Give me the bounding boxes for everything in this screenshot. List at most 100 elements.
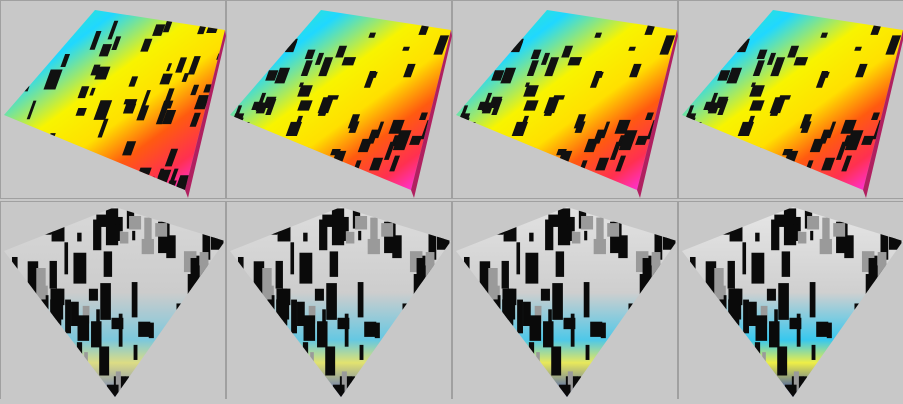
top-panel [227,1,453,205]
building [304,315,316,341]
building [290,242,294,274]
building [119,314,123,347]
building [594,239,606,254]
building [756,315,768,341]
building [132,231,135,240]
building [138,322,150,337]
building [584,231,587,240]
building [728,261,735,289]
building [73,253,86,284]
building [820,239,832,254]
top-panel [679,1,903,205]
building [779,95,791,99]
building [525,253,538,284]
building [543,321,553,347]
building [368,239,380,254]
building [553,95,565,99]
building [816,322,828,337]
building [327,95,339,99]
building [36,268,45,299]
bottom-panel [453,202,678,400]
building [345,314,349,347]
building [299,253,312,284]
building [556,251,564,276]
building [530,315,542,341]
bottom-panel [227,202,452,400]
bottom-panel [679,202,903,400]
building [276,261,283,289]
building [100,283,111,320]
building [751,253,764,284]
building [755,233,759,242]
building [810,231,813,240]
building [124,99,138,104]
building [572,232,580,244]
building [360,345,364,360]
building [584,282,590,317]
building [581,216,593,229]
building [358,282,364,317]
building [778,283,789,320]
building [541,289,550,301]
building [743,300,749,334]
building [155,223,167,237]
building [129,216,141,229]
building [517,300,523,334]
building [330,251,338,276]
building [571,314,575,347]
building [315,289,324,301]
building [529,233,533,242]
building [346,232,354,244]
building [548,215,560,227]
building [78,315,90,341]
building [567,224,572,241]
building [326,283,337,320]
building [322,215,334,227]
building [769,321,779,347]
building [341,224,346,241]
building [358,231,361,240]
building [262,268,271,299]
building [516,242,520,274]
building [99,346,109,375]
building [303,233,307,242]
building [77,233,81,242]
building [89,289,98,301]
building [742,242,746,274]
building [91,321,101,347]
building [96,215,108,227]
building [774,215,786,227]
building [364,322,376,337]
building [104,251,112,276]
building [115,224,120,241]
building [355,216,367,229]
building [552,283,563,320]
building [782,251,790,276]
building [551,346,561,375]
bottom-panel [1,202,226,400]
building [812,345,816,360]
building [325,346,335,375]
building [502,261,509,289]
building [488,268,497,299]
building [65,300,71,334]
building [120,232,128,244]
building [797,314,801,347]
building [586,345,590,360]
building [807,216,819,229]
building [607,223,619,237]
building [767,289,776,301]
building [132,282,138,317]
building [793,224,798,241]
building [833,223,845,237]
building [798,232,806,244]
building [134,345,138,360]
building [810,282,816,317]
building [64,242,68,274]
building [590,322,602,337]
building [381,223,393,237]
building [317,321,327,347]
building [291,300,297,334]
